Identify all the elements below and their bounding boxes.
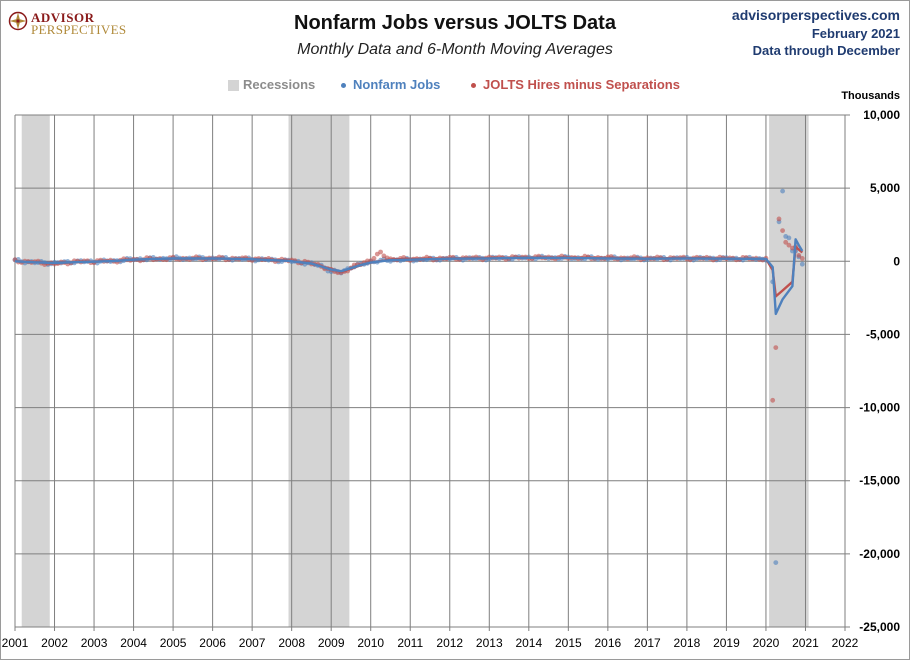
jolts-point xyxy=(776,216,782,222)
nonfarm-point xyxy=(786,235,792,241)
recession-band xyxy=(21,115,50,627)
x-tick-label: 2018 xyxy=(674,636,701,650)
recession-bands xyxy=(21,115,809,627)
x-tick-label: 2003 xyxy=(81,636,108,650)
x-tick-label: 2005 xyxy=(160,636,187,650)
nonfarm-point xyxy=(773,560,779,565)
legend-label-nonfarm: Nonfarm Jobs xyxy=(353,77,441,92)
jolts-point xyxy=(796,253,802,258)
legend-marker-nonfarm xyxy=(341,83,346,88)
compass-logo-icon xyxy=(8,11,28,31)
gridlines xyxy=(14,114,850,631)
chart-subtitle: Monthly Data and 6-Month Moving Averages xyxy=(297,41,613,58)
x-axis-ticks: 2001 2002 2003 2004 2005 2006 2007 2008 2009 2010… xyxy=(2,636,859,650)
x-tick-label: 2004 xyxy=(120,636,147,650)
y-tick-label: -25,000 xyxy=(859,620,900,634)
x-tick-label: 2015 xyxy=(555,636,582,650)
y-axis-ticks: 10,000 5,000 0 -5,000 -10,000 -15,000 -20,000 -… xyxy=(859,108,900,634)
x-tick-label: 2019 xyxy=(713,636,740,650)
x-tick-label: 2013 xyxy=(476,636,503,650)
legend-label-jolts: JOLTS Hires minus Separations xyxy=(483,77,680,92)
x-tick-label: 2016 xyxy=(595,636,622,650)
jolts-point xyxy=(773,345,779,350)
legend-label-recessions: Recessions xyxy=(243,77,316,92)
x-tick-label: 2009 xyxy=(318,636,345,650)
jolts-point xyxy=(799,256,805,261)
legend-swatch-recessions xyxy=(228,80,239,91)
x-tick-label: 2006 xyxy=(199,636,226,650)
y-tick-label: 5,000 xyxy=(870,181,900,195)
nonfarm-ma-line xyxy=(14,238,804,316)
nonfarm-point xyxy=(799,261,805,267)
nonfarm-point xyxy=(780,188,785,194)
x-tick-label: 2017 xyxy=(634,636,661,650)
x-tick-label: 2012 xyxy=(436,636,463,650)
chart-title: Nonfarm Jobs versus JOLTS Data xyxy=(294,12,616,34)
jolts-point xyxy=(786,242,792,248)
y-tick-label: -20,000 xyxy=(859,547,900,561)
chart-legend: Recessions Nonfarm Jobs JOLTS Hires minu… xyxy=(0,77,910,95)
recession-band xyxy=(288,115,350,627)
y-tick-label: 10,000 xyxy=(863,108,900,122)
y-tick-label: -10,000 xyxy=(859,401,900,415)
y-axis-units-label: Thousands xyxy=(841,90,900,102)
x-tick-label: 2022 xyxy=(832,636,859,650)
logo-text-perspectives: PERSPECTIVES xyxy=(31,22,127,37)
y-tick-label: -5,000 xyxy=(866,327,900,341)
x-tick-label: 2021 xyxy=(792,636,819,650)
jolts-point xyxy=(770,397,776,403)
jolts-point xyxy=(371,255,377,261)
jolts-point xyxy=(378,249,383,255)
legend-marker-jolts xyxy=(471,83,476,88)
x-tick-label: 2011 xyxy=(397,636,423,650)
x-tick-label: 2008 xyxy=(278,636,305,650)
jolts-point xyxy=(783,239,789,245)
advisor-perspectives-logo: ADVISOR PERSPECTIVES xyxy=(8,10,138,37)
y-tick-label: 0 xyxy=(893,254,900,268)
recession-band xyxy=(769,115,809,627)
x-tick-label: 2014 xyxy=(515,636,542,650)
source-date: February 2021 xyxy=(811,26,900,41)
y-tick-label: -15,000 xyxy=(859,474,900,488)
moving-average-lines xyxy=(14,238,804,316)
logo-text-advisor: ADVISOR xyxy=(31,10,95,25)
data-through-note: Data through December xyxy=(752,43,900,58)
jolts-point xyxy=(780,228,785,234)
x-tick-label: 2002 xyxy=(41,636,68,650)
x-tick-label: 2001 xyxy=(2,636,29,650)
x-tick-label: 2010 xyxy=(357,636,384,650)
x-tick-label: 2020 xyxy=(753,636,780,650)
x-tick-label: 2007 xyxy=(239,636,266,650)
source-url: advisorperspectives.com xyxy=(731,7,900,23)
data-points xyxy=(12,188,805,565)
